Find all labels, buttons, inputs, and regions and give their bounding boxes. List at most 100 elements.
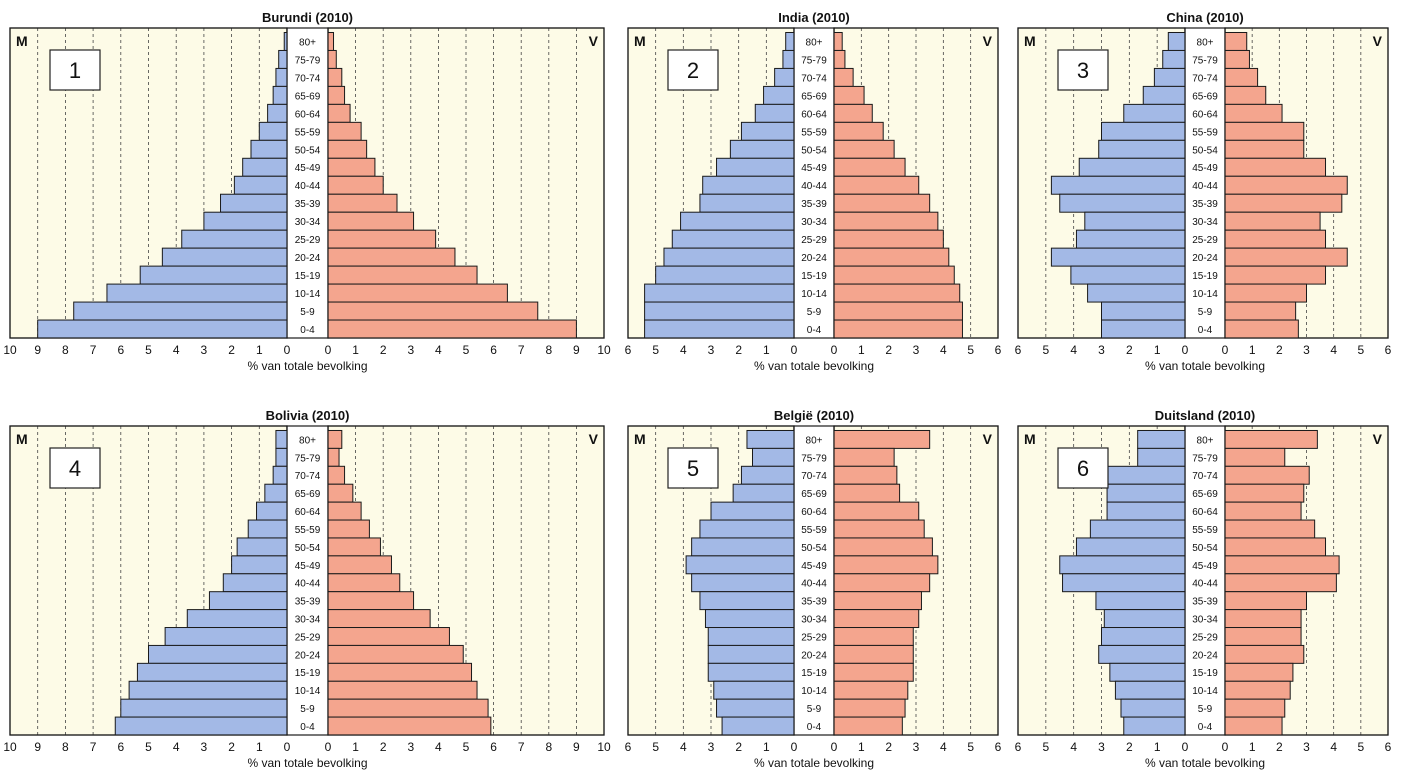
pyramid-panel-4: Bolivia (2010)80+75-7970-7465-6960-6455-…	[3, 408, 611, 770]
plot-frame-left	[9, 27, 288, 339]
x-tick-label-right: 0	[1222, 343, 1229, 357]
bar-female-40-44	[1224, 573, 1337, 593]
bar-female-45-49	[833, 555, 939, 575]
bar-female-70-74	[327, 465, 346, 485]
age-group-label: 5-9	[1198, 307, 1213, 318]
female-label: V	[983, 33, 993, 49]
bar-male-75-79	[782, 49, 795, 69]
bar-male-15-19	[655, 265, 795, 285]
bar-male-0-4	[1123, 716, 1186, 736]
bar-female-40-44	[1224, 175, 1348, 195]
age-group-label: 15-19	[1192, 271, 1218, 282]
female-label: V	[1373, 33, 1383, 49]
bar-male-20-24	[161, 247, 288, 267]
x-tick-label-left: 2	[228, 343, 235, 357]
bar-male-25-29	[671, 229, 795, 249]
bar-male-80+	[275, 429, 288, 449]
age-group-label: 50-54	[295, 145, 321, 156]
bar-male-5-9	[73, 301, 288, 321]
bar-male-45-49	[231, 555, 288, 575]
age-column	[793, 27, 835, 339]
x-tick-label-left: 3	[708, 343, 715, 357]
bar-male-45-49	[685, 555, 795, 575]
bar-male-60-64	[267, 103, 288, 123]
bar-female-30-34	[327, 609, 431, 629]
x-tick-label-right: 3	[407, 740, 414, 754]
bar-female-10-14	[833, 680, 909, 700]
pyramid-panel-6: Duitsland (2010) 80+ 75-79 70-74 65-69 60-64 5…	[1015, 408, 1392, 770]
age-group-label: 35-39	[295, 199, 321, 210]
bar-male-35-39	[208, 591, 288, 611]
age-group-label: 60-64	[295, 507, 321, 518]
x-tick-label-right: 4	[1330, 343, 1337, 357]
bar-male-35-39	[699, 591, 795, 611]
age-group-label: 50-54	[1192, 145, 1218, 156]
x-tick-label-right: 0	[325, 343, 332, 357]
plot-frame-right	[327, 425, 605, 736]
pyramid-panel-5: België (2010) 80+ 75-79 70-74 65-69 60-64 55-5…	[625, 408, 1002, 770]
x-tick-label-left: 9	[34, 343, 41, 357]
bar-female-80+	[1224, 429, 1318, 449]
age-group-label: 40-44	[1192, 579, 1218, 590]
bar-male-55-59	[740, 121, 795, 141]
age-group-label: 65-69	[295, 91, 321, 102]
bar-female-0-4	[1224, 319, 1299, 339]
bar-female-65-69	[833, 85, 865, 105]
age-group-label: 40-44	[295, 181, 321, 192]
age-group-label: 55-59	[295, 525, 321, 536]
bar-male-75-79	[1137, 447, 1186, 467]
chart-title: België (2010)	[774, 408, 854, 423]
x-tick-label-left: 1	[763, 740, 770, 754]
bar-female-75-79	[1224, 447, 1286, 467]
age-group-label: 80+	[806, 37, 823, 48]
age-column	[793, 425, 835, 736]
bar-male-25-29	[164, 627, 288, 646]
pyramid-panel-1: Burundi (2010)80+75-7970-7465-6960-6455-…	[3, 10, 611, 373]
age-group-label: 55-59	[1192, 127, 1218, 138]
bar-male-10-14	[106, 283, 288, 303]
age-group-label: 5-9	[807, 307, 822, 318]
age-group-label: 50-54	[295, 543, 321, 554]
age-group-label: 60-64	[1192, 507, 1218, 518]
female-label: V	[983, 431, 993, 447]
x-tick-label-left: 2	[735, 343, 742, 357]
bar-male-60-64	[1123, 103, 1186, 123]
bar-female-0-4	[327, 319, 577, 339]
bar-male-0-4	[644, 319, 795, 339]
age-group-label: 70-74	[801, 471, 827, 482]
bar-male-70-74	[1153, 67, 1186, 87]
bar-female-15-19	[833, 265, 955, 285]
bar-female-50-54	[327, 139, 368, 159]
bar-male-30-34	[203, 211, 288, 231]
x-tick-label-left: 3	[1098, 740, 1105, 754]
bar-female-50-54	[833, 139, 895, 159]
age-group-label: 60-64	[801, 507, 827, 518]
x-tick-label-right: 6	[490, 740, 497, 754]
bar-male-75-79	[1162, 49, 1186, 69]
x-tick-label-left: 4	[680, 740, 687, 754]
bar-female-10-14	[1224, 283, 1307, 303]
x-tick-label-right: 7	[518, 740, 525, 754]
bar-male-40-44	[222, 573, 288, 593]
bar-male-45-49	[1059, 555, 1186, 575]
x-tick-label-left: 1	[1154, 740, 1161, 754]
age-group-label: 35-39	[801, 597, 827, 608]
plot-frame-left	[1017, 425, 1186, 736]
bar-male-10-14	[1087, 283, 1186, 303]
age-group-label: 70-74	[801, 73, 827, 84]
x-tick-label-left: 6	[625, 740, 632, 754]
x-tick-label-left: 6	[1015, 343, 1022, 357]
bar-female-45-49	[833, 157, 906, 177]
bar-female-55-59	[1224, 519, 1316, 539]
age-group-label: 40-44	[1192, 181, 1218, 192]
x-tick-label-left: 6	[117, 740, 124, 754]
bar-male-0-4	[1101, 319, 1186, 339]
x-tick-label-right: 0	[831, 343, 838, 357]
bar-male-55-59	[1089, 519, 1186, 539]
bar-female-55-59	[327, 519, 370, 539]
age-group-label: 45-49	[801, 561, 827, 572]
x-tick-label-right: 6	[490, 343, 497, 357]
age-group-label: 0-4	[807, 325, 822, 336]
age-group-label: 45-49	[1192, 561, 1218, 572]
bar-female-70-74	[833, 67, 854, 87]
